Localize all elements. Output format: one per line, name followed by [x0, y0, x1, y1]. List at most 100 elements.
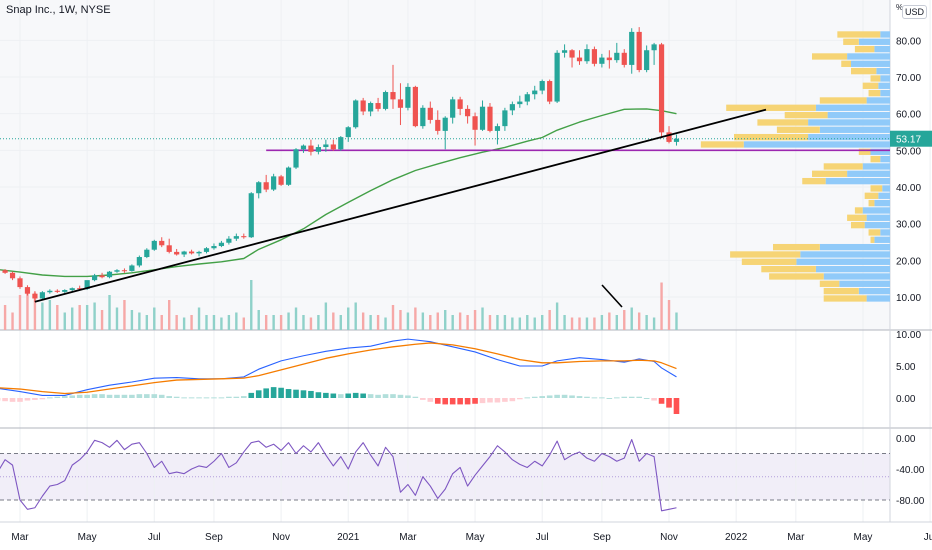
candle-body [591, 49, 598, 64]
macd-histogram-bar [352, 392, 359, 398]
volume-profile-down-bar [870, 155, 881, 163]
volume-bar [570, 317, 574, 330]
volume-bar [272, 315, 275, 330]
candle-body [673, 138, 680, 142]
volume-profile-up-bar [880, 75, 890, 82]
macd-histogram-bar [531, 396, 538, 398]
macd-histogram-bar [614, 397, 620, 399]
volume-profile-up-bar [796, 258, 890, 265]
price-tick-label: 30.00 [896, 220, 921, 231]
candle-body [397, 99, 404, 108]
candle-body [658, 44, 665, 133]
volume-profile-down-bar [837, 31, 881, 38]
volume-bar [182, 317, 186, 330]
macd-histogram-bar [196, 397, 202, 399]
volume-bar [93, 302, 96, 330]
volume-bar [205, 315, 208, 330]
macd-histogram-bar [188, 397, 195, 399]
volume-bar [451, 315, 454, 330]
macd-histogram-bar [434, 398, 441, 404]
macd-histogram-bar [636, 396, 642, 398]
volume-bar [302, 315, 305, 330]
candle-body [494, 126, 501, 131]
macd-histogram-bar [84, 394, 90, 398]
volume-profile-up-bar [815, 104, 890, 111]
volume-bar [541, 315, 544, 330]
volume-bar [391, 305, 395, 330]
candle-body [614, 52, 620, 61]
candle-body [218, 242, 225, 247]
candle-body [636, 31, 642, 71]
time-tick-label: Mar [399, 532, 417, 543]
macd-histogram-bar [337, 394, 344, 398]
volume-profile-down-bar [862, 82, 879, 89]
candle-body [427, 107, 433, 120]
macd-histogram-bar [502, 398, 508, 402]
volume-bar [220, 317, 223, 330]
volume-bar [600, 315, 604, 330]
volume-bar [85, 305, 89, 330]
volume-profile-up-bar [882, 185, 890, 192]
candle-body [121, 270, 128, 272]
volume-profile-up-bar [819, 126, 890, 133]
volume-profile-down-bar [773, 243, 820, 251]
macd-histogram-bar [457, 398, 463, 405]
candle-body [390, 92, 396, 100]
candle-body [487, 106, 493, 131]
candle-body [576, 57, 583, 62]
volume-bar [406, 312, 410, 330]
candle-body [196, 251, 202, 254]
volume-profile-up-bar [800, 251, 890, 258]
volume-profile-down-bar [776, 126, 820, 133]
currency-button[interactable]: USD [902, 5, 928, 19]
macd-histogram-bar [166, 396, 172, 398]
volume-profile-up-bar [851, 60, 890, 67]
macd-histogram-bar [218, 397, 225, 399]
candle-body [2, 270, 8, 273]
volume-profile-up-bar [858, 38, 890, 45]
candle-body [420, 107, 426, 127]
candle-body [412, 86, 418, 127]
price-tick-label: 40.00 [896, 183, 921, 194]
rsi-tick-label: -80.00 [896, 496, 925, 507]
volume-bar [615, 315, 618, 330]
volume-bar [48, 300, 52, 330]
macd-histogram-bar [308, 390, 314, 398]
volume-profile-down-bar [868, 89, 881, 97]
volume-bar [384, 317, 387, 330]
volume-profile-up-bar [876, 67, 890, 75]
macd-histogram-bar [546, 395, 553, 398]
volume-profile-down-bar [802, 177, 826, 185]
volume-bar [578, 317, 581, 330]
macd-histogram-bar [576, 396, 583, 398]
macd-signal-line [0, 342, 677, 395]
volume-profile-up-bar [880, 89, 890, 97]
volume-profile-down-bar [784, 111, 828, 119]
macd-histogram-bar [651, 398, 657, 401]
volume-profile-down-bar [843, 38, 859, 45]
time-tick-label: Mar [11, 532, 29, 543]
volume-bar [56, 305, 59, 330]
macd-histogram-bar [9, 398, 16, 402]
volume-bar [33, 292, 37, 330]
volume-bar [123, 300, 126, 330]
volume-bar [526, 315, 529, 330]
macd-histogram-bar [181, 397, 187, 399]
candle-body [308, 145, 314, 152]
volume-profile-down-bar [812, 170, 848, 177]
volume-bar [190, 315, 193, 330]
candle-body [203, 248, 210, 252]
volume-bar [227, 315, 231, 330]
symbol-title[interactable]: Snap Inc., 1W, NYSE [6, 4, 111, 16]
macd-histogram-bar [479, 398, 486, 404]
macd-histogram-bar [263, 388, 269, 398]
volume-bar [145, 315, 149, 330]
macd-histogram-bar [539, 396, 545, 398]
rsi-tick-label: 0.00 [896, 434, 916, 445]
volume-profile-down-bar [730, 251, 801, 258]
volume-profile-up-bar [874, 199, 890, 207]
macd-histogram-bar [106, 394, 113, 398]
candle-body [479, 106, 486, 130]
volume-profile-up-bar [858, 287, 890, 295]
